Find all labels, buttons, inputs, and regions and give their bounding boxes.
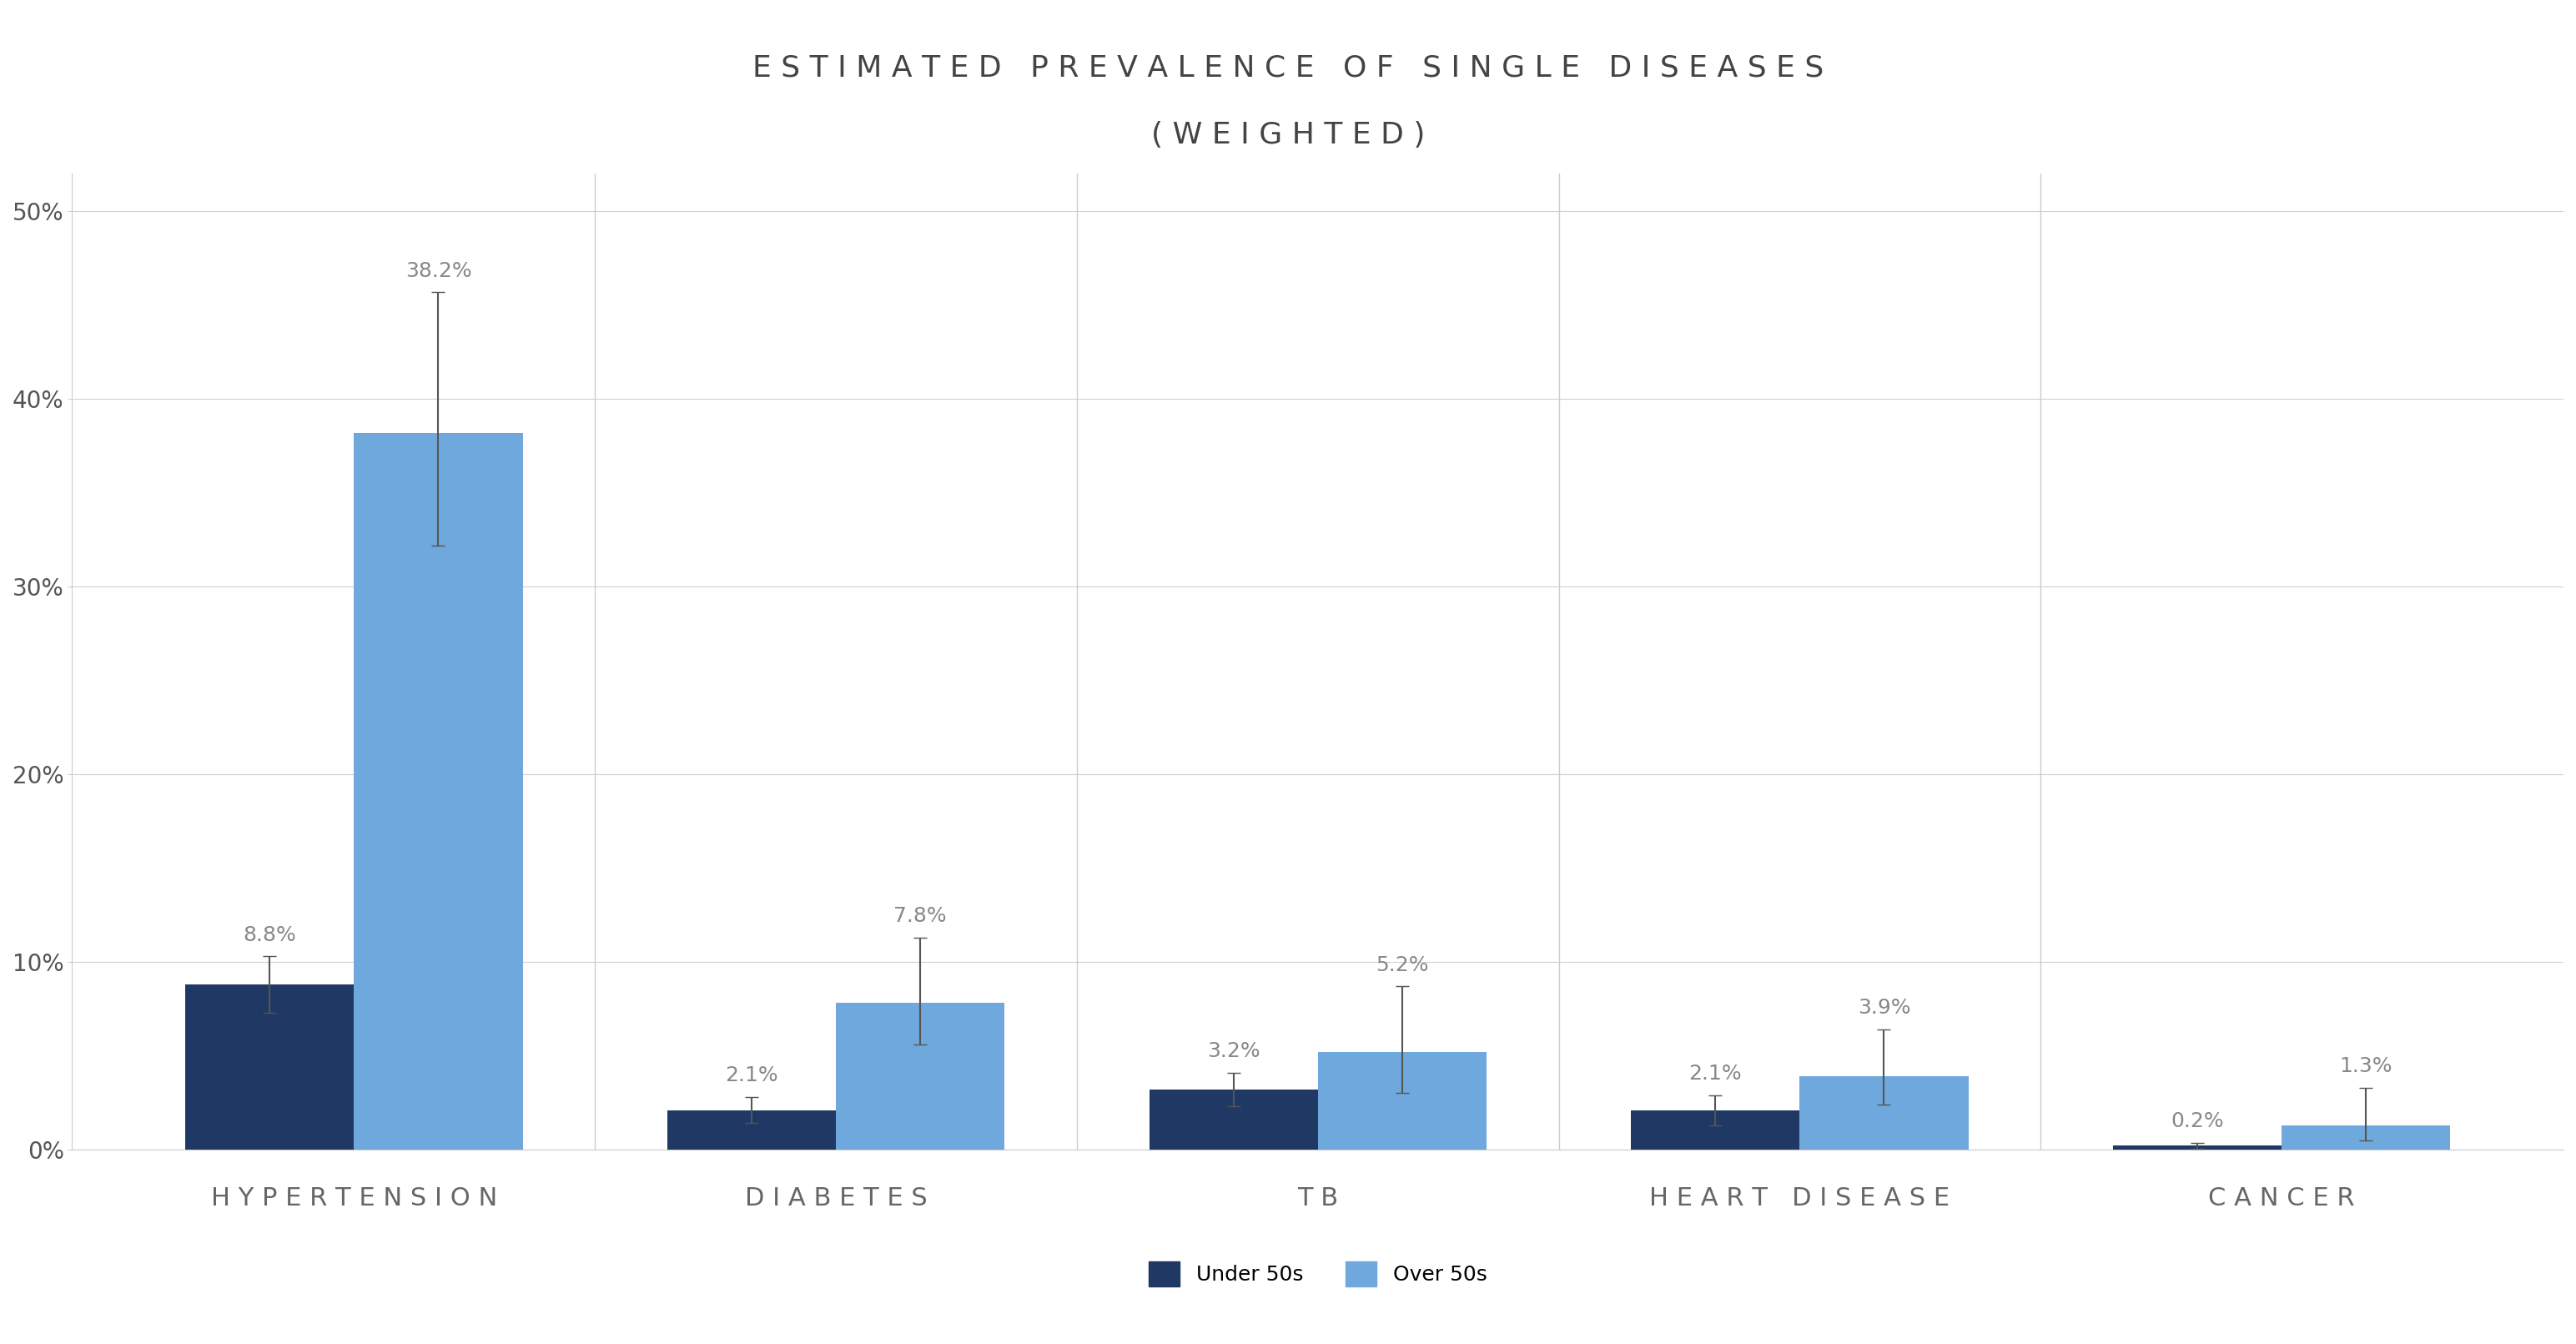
Text: 3.9%: 3.9% (1857, 999, 1911, 1019)
Bar (2112, 1145, 2282, 1149)
Bar (1631, 1110, 1801, 1149)
Legend: Under 50s, Over 50s: Under 50s, Over 50s (1141, 1253, 1497, 1296)
Text: ( W E I G H T E D ): ( W E I G H T E D ) (1151, 121, 1425, 149)
Text: E S T I M A T E D   P R E V A L E N C E   O F   S I N G L E   D I S E A S E S: E S T I M A T E D P R E V A L E N C E O … (752, 54, 1824, 82)
Bar (353, 433, 523, 1149)
Bar (667, 1110, 837, 1149)
Text: H Y P E R T E N S I O N: H Y P E R T E N S I O N (211, 1187, 497, 1211)
Text: 8.8%: 8.8% (242, 925, 296, 945)
Text: T B: T B (1298, 1187, 1340, 1211)
Bar (185, 984, 353, 1149)
Text: 2.1%: 2.1% (1690, 1063, 1741, 1083)
Text: 3.2%: 3.2% (1208, 1042, 1260, 1062)
Text: 1.3%: 1.3% (2339, 1056, 2393, 1077)
Text: 7.8%: 7.8% (894, 906, 948, 926)
Text: 5.2%: 5.2% (1376, 956, 1430, 974)
Bar (2282, 1125, 2450, 1149)
Bar (1149, 1090, 1319, 1149)
Bar (1801, 1077, 1968, 1149)
Text: 2.1%: 2.1% (724, 1066, 778, 1086)
Bar (837, 1003, 1005, 1149)
Bar (1319, 1052, 1486, 1149)
Text: 38.2%: 38.2% (404, 261, 471, 281)
Text: H E A R T   D I S E A S E: H E A R T D I S E A S E (1649, 1187, 1950, 1211)
Text: 0.2%: 0.2% (2172, 1111, 2223, 1132)
Text: D I A B E T E S: D I A B E T E S (744, 1187, 927, 1211)
Text: C A N C E R: C A N C E R (2208, 1187, 2354, 1211)
